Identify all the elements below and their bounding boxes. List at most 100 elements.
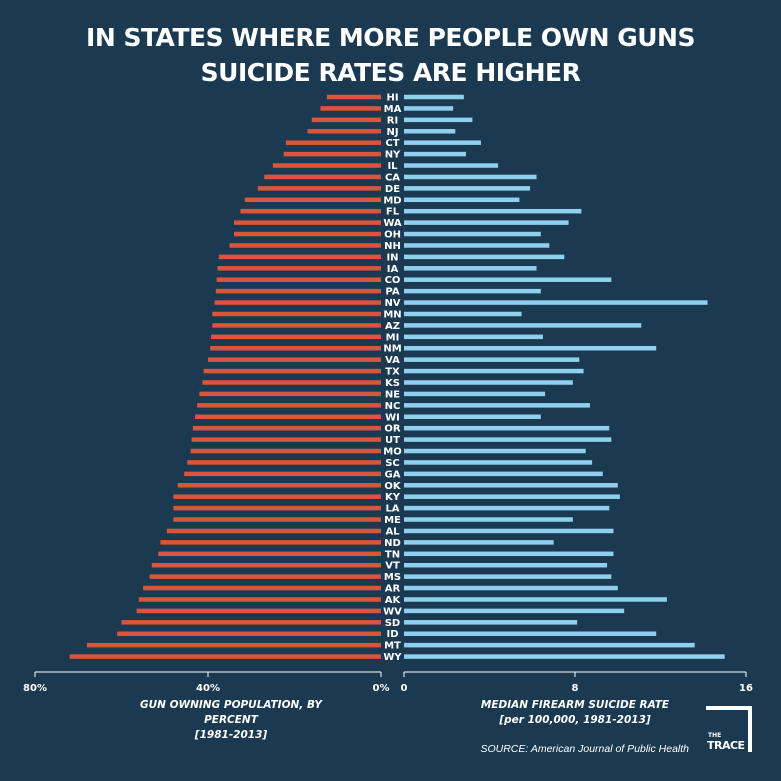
suicide-rate-bar-ky xyxy=(404,494,620,499)
left-tick-label-0: 80% xyxy=(23,683,47,694)
suicide-rate-bar-mt xyxy=(404,642,695,648)
gun-ownership-bar-nh xyxy=(229,243,381,248)
suicide-rate-bar-ks xyxy=(404,380,573,385)
suicide-rate-bar-ne xyxy=(404,391,546,397)
title-line-1: IN STATES WHERE MORE PEOPLE OWN GUNS xyxy=(86,23,695,52)
gun-ownership-bar-ms xyxy=(149,574,381,579)
state-label-md: MD xyxy=(383,195,401,206)
gun-ownership-bar-de xyxy=(257,186,381,191)
suicide-rate-bar-ms xyxy=(404,574,612,579)
state-label-me: ME xyxy=(384,515,401,526)
suicide-rate-bar-sc xyxy=(404,460,593,465)
suicide-rate-bar-oh xyxy=(404,231,541,237)
suicide-rate-bar-ga xyxy=(404,471,603,477)
title-line-2: SUICIDE RATES ARE HIGHER xyxy=(200,58,581,87)
gun-ownership-bar-nv xyxy=(214,300,381,305)
suicide-rate-bar-nh xyxy=(404,243,550,248)
state-label-nj: NJ xyxy=(386,127,398,138)
right-axis-title: MEDIAN FIREARM SUICIDE RATE [per 100,000… xyxy=(470,698,680,728)
gun-ownership-bar-sc xyxy=(187,460,381,465)
state-label-nm: NM xyxy=(383,344,401,355)
suicide-rate-bar-de xyxy=(404,186,531,191)
state-label-az: AZ xyxy=(385,321,400,332)
right-tick-label-2: 16 xyxy=(739,683,753,694)
state-label-ga: GA xyxy=(385,469,401,480)
state-labels: HIMARINJCTNYILCADEMDFLWAOHNHINIACOPANVMN… xyxy=(383,93,402,664)
suicide-rate-bar-fl xyxy=(404,208,582,214)
gun-ownership-bar-ca xyxy=(264,174,381,180)
state-label-ut: UT xyxy=(385,435,400,446)
gun-ownership-bar-id xyxy=(117,631,382,636)
gun-ownership-bar-wv xyxy=(136,608,381,614)
suicide-rate-bar-mi xyxy=(404,334,543,340)
gun-ownership-bar-wi xyxy=(195,414,381,420)
suicide-rate-bar-wa xyxy=(404,220,569,225)
right-tick-label-0: 0 xyxy=(401,683,408,694)
state-label-ar: AR xyxy=(385,584,401,595)
the-trace-logo: THE TRACE xyxy=(706,706,752,752)
state-label-ca: CA xyxy=(385,172,400,183)
suicide-rate-bar-wv xyxy=(404,608,625,614)
gun-ownership-bar-ne xyxy=(199,391,381,397)
left-axis-title: GUN OWNING POPULATION, BY PERCENT [1981-… xyxy=(116,698,346,743)
gun-ownership-bar-ia xyxy=(217,266,381,271)
state-label-ia: IA xyxy=(387,264,399,275)
suicide-rate-bar-mo xyxy=(404,448,586,454)
gun-ownership-bar-fl xyxy=(240,208,381,214)
state-label-co: CO xyxy=(385,275,401,286)
state-label-ak: AK xyxy=(385,595,402,606)
suicide-rate-bar-pa xyxy=(404,288,541,294)
gun-ownership-bar-ga xyxy=(184,471,381,477)
state-label-sd: SD xyxy=(385,618,401,629)
state-label-hi: HI xyxy=(386,93,398,104)
suicide-rate-bar-ct xyxy=(404,140,481,145)
suicide-rate-bar-in xyxy=(404,254,565,260)
state-label-ok: OK xyxy=(384,481,402,492)
suicide-rate-bar-wi xyxy=(404,414,541,420)
logo-trace: TRACE xyxy=(707,739,745,752)
suicide-rate-bar-co xyxy=(404,277,612,282)
state-label-ma: MA xyxy=(384,104,402,115)
suicide-rate-bar-az xyxy=(404,323,642,328)
gun-ownership-bar-nm xyxy=(210,345,381,351)
gun-ownership-bar-mt xyxy=(86,642,382,648)
suicide-rate-bar-or xyxy=(404,425,610,431)
suicide-rate-bar-ut xyxy=(404,437,612,442)
suicide-rate-bar-tx xyxy=(404,368,584,374)
suicide-rate-bar-ca xyxy=(404,174,537,180)
right-axis-subtitle: [per 100,000, 1981-2013] xyxy=(499,714,651,726)
gun-ownership-bar-nj xyxy=(307,129,381,134)
state-label-oh: OH xyxy=(384,230,401,241)
gun-ownership-bar-ar xyxy=(143,585,381,591)
suicide-rate-bar-hi xyxy=(404,94,464,100)
gun-ownership-bar-ky xyxy=(173,494,381,499)
suicide-rate-bar-al xyxy=(404,528,614,534)
state-label-or: OR xyxy=(384,424,401,435)
state-label-fl: FL xyxy=(386,207,400,218)
state-label-tn: TN xyxy=(385,549,400,560)
gun-ownership-bar-co xyxy=(216,277,381,282)
state-label-wy: WY xyxy=(383,652,402,663)
suicide-rate-bar-vt xyxy=(404,562,608,568)
gun-ownership-bar-sd xyxy=(121,620,381,625)
gun-ownership-bars xyxy=(69,94,382,659)
left-tick-label-2: 0% xyxy=(373,683,390,694)
gun-ownership-bar-mn xyxy=(212,311,381,317)
gun-ownership-bar-in xyxy=(218,254,381,260)
gun-ownership-bar-vt xyxy=(151,562,381,568)
state-label-nv: NV xyxy=(384,298,400,309)
suicide-rate-bar-ia xyxy=(404,266,537,271)
left-axis-title-text: GUN OWNING POPULATION, BY PERCENT xyxy=(140,699,322,726)
state-label-mn: MN xyxy=(383,309,401,320)
logo-the: THE xyxy=(708,732,722,739)
suicide-rate-bar-mn xyxy=(404,311,522,317)
state-label-nh: NH xyxy=(384,241,401,252)
suicide-rate-bar-wy xyxy=(404,654,725,659)
gun-ownership-bar-va xyxy=(208,357,381,362)
gun-ownership-bar-tn xyxy=(158,551,381,557)
state-label-sc: SC xyxy=(385,458,400,469)
right-axis-title-text: MEDIAN FIREARM SUICIDE RATE xyxy=(480,699,670,711)
state-label-il: IL xyxy=(387,161,398,172)
suicide-rate-bar-ny xyxy=(404,151,466,157)
gun-ownership-bar-az xyxy=(212,323,381,328)
